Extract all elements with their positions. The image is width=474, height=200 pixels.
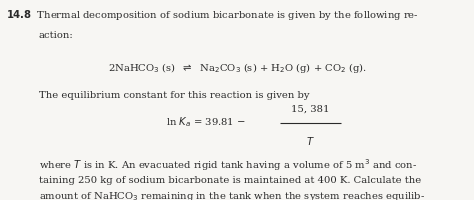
Text: where $T$ is in K. An evacuated rigid tank having a volume of 5 m$^3$ and con-
t: where $T$ is in K. An evacuated rigid ta… [39,156,425,200]
Text: ln $K_a$ = 39.81 $-$: ln $K_a$ = 39.81 $-$ [166,114,246,128]
Text: The equilibrium constant for this reaction is given by: The equilibrium constant for this reacti… [39,91,310,100]
Text: 2NaHCO$_3$ (s)  $\rightleftharpoons$  Na$_2$CO$_3$ (s) + H$_2$O (g) + CO$_2$ (g): 2NaHCO$_3$ (s) $\rightleftharpoons$ Na$_… [108,61,366,75]
Text: $T$: $T$ [306,134,315,146]
Text: 15, 381: 15, 381 [291,104,330,113]
Text: $\bf{14.8}$  Thermal decomposition of sodium bicarbonate is given by the followi: $\bf{14.8}$ Thermal decomposition of sod… [6,8,419,22]
Text: action:: action: [39,31,73,40]
